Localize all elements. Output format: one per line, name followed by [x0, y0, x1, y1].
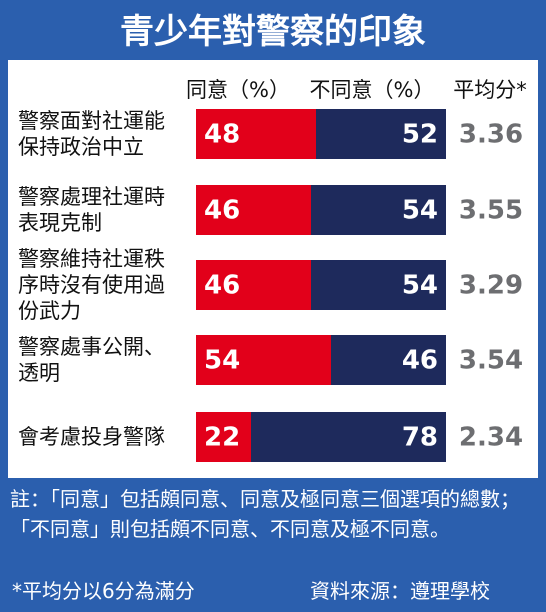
note: 註：「同意」包括頗同意、同意及極同意三個選項的總數；「不同意」則包括頗不同意、不…	[10, 487, 520, 541]
value-label: 22	[204, 423, 240, 453]
value-label: 54	[402, 271, 438, 301]
value-label: 48	[204, 120, 240, 150]
value-label: 78	[402, 423, 438, 453]
average-value: 3.55	[459, 196, 523, 226]
category-label: 警察面對社運能保持政治中立	[18, 109, 165, 159]
value-label: 54	[204, 346, 240, 376]
average-value: 3.36	[459, 120, 523, 150]
source: 資料來源：遵理學校	[310, 579, 490, 603]
value-label: 54	[402, 196, 438, 226]
category-label: 警察維持社運秩序時沒有使用過份武力	[18, 247, 165, 323]
bar-segment	[196, 185, 311, 235]
bar-segment	[311, 185, 446, 235]
column-header: 平均分*	[453, 78, 527, 102]
value-label: 46	[204, 196, 240, 226]
bar-segment	[331, 335, 446, 385]
legend-entry: 不同意（%）	[309, 78, 435, 102]
bar-segment	[316, 109, 446, 159]
category-label: 警察處事公開、透明	[18, 335, 165, 385]
value-label: 52	[402, 120, 438, 150]
bar-segment	[251, 412, 446, 462]
value-label: 46	[402, 346, 438, 376]
bar-segment	[196, 260, 311, 310]
category-label: 會考慮投身警隊	[18, 425, 165, 449]
legend-entry: 同意（%）	[186, 78, 290, 102]
category-label: 警察處理社運時表現克制	[18, 185, 165, 235]
bar-segment	[311, 260, 446, 310]
average-value: 3.54	[459, 346, 523, 376]
chart-title: 青少年對警察的印象	[120, 12, 426, 52]
bar-segment	[196, 412, 251, 462]
average-value: 2.34	[459, 423, 523, 453]
bar-segment	[196, 109, 316, 159]
value-label: 46	[204, 271, 240, 301]
bar-segment	[196, 335, 331, 385]
average-value: 3.29	[459, 271, 523, 301]
footnote: *平均分以6分為滿分	[12, 579, 195, 603]
